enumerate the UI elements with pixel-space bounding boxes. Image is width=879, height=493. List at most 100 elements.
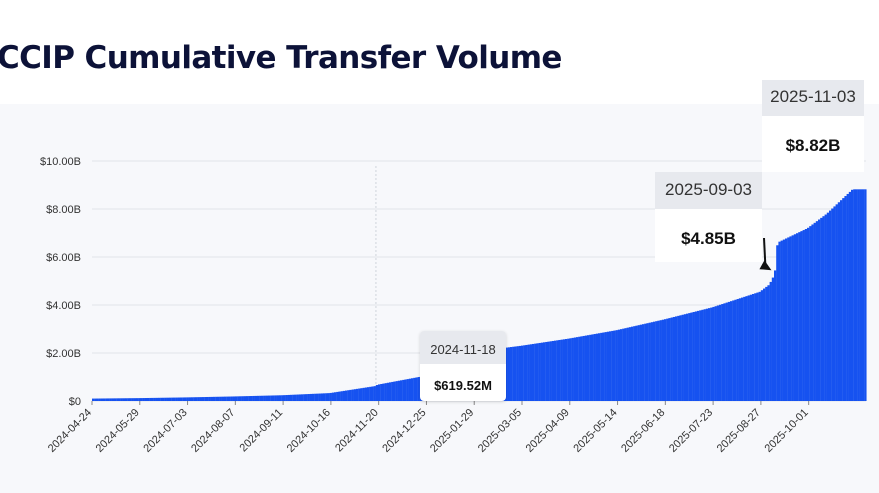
bar	[549, 341, 552, 401]
bar	[100, 398, 104, 401]
bar	[562, 339, 566, 401]
bar	[822, 216, 825, 401]
bar	[138, 398, 141, 401]
bar	[796, 233, 799, 401]
bar	[175, 397, 178, 401]
bar	[107, 398, 110, 401]
bar	[356, 388, 359, 401]
tooltip-2025-09-03: 2025-09-03 $4.85B	[655, 172, 762, 262]
bar	[334, 392, 337, 401]
bar	[602, 332, 605, 401]
bar	[721, 304, 724, 401]
bar	[155, 397, 159, 401]
bar	[725, 302, 728, 401]
bar	[283, 395, 286, 401]
bar	[540, 342, 544, 401]
page-title: CCIP Cumulative Transfer Volume	[0, 40, 562, 76]
bar	[316, 393, 319, 401]
bar	[248, 396, 251, 401]
bar	[151, 397, 154, 401]
bar	[688, 313, 691, 401]
bar	[573, 337, 577, 401]
bar	[505, 347, 508, 401]
bar	[290, 394, 293, 401]
bar	[510, 347, 513, 401]
bar	[670, 317, 673, 401]
bar	[263, 395, 266, 401]
bar	[859, 189, 863, 401]
bar	[846, 193, 849, 401]
bar	[587, 335, 590, 401]
bar	[512, 346, 515, 401]
bar	[413, 377, 416, 401]
bar	[336, 391, 339, 401]
bar	[274, 395, 277, 401]
bar	[371, 386, 374, 401]
bar	[556, 340, 559, 401]
bar	[798, 232, 801, 401]
bar	[631, 326, 634, 401]
bar	[622, 328, 625, 401]
bar	[164, 397, 167, 401]
bar	[543, 342, 546, 401]
bar	[525, 344, 528, 401]
bar	[226, 396, 229, 401]
bar	[318, 393, 321, 401]
y-tick-label: $2.00B	[46, 348, 81, 360]
x-tick-label: 2024-12-25	[380, 407, 428, 455]
tooltip-date: 2024-11-18	[420, 331, 506, 364]
bar	[507, 347, 511, 401]
bar	[807, 227, 810, 401]
bar	[862, 189, 865, 401]
bar	[153, 397, 156, 401]
bar	[298, 394, 302, 401]
bar	[331, 392, 335, 401]
bar	[593, 334, 596, 401]
bar	[604, 332, 607, 401]
bar	[136, 398, 139, 401]
bar	[699, 310, 702, 401]
bar	[197, 397, 200, 401]
bar	[738, 298, 742, 401]
bar	[719, 304, 722, 401]
bar	[776, 245, 779, 401]
bar	[206, 396, 209, 401]
bar	[149, 397, 152, 401]
bar	[785, 238, 788, 401]
bar	[415, 377, 418, 401]
bar	[191, 397, 194, 401]
bar	[582, 335, 585, 401]
tooltip-value: $4.85B	[681, 229, 736, 248]
bar	[345, 390, 348, 401]
bar	[598, 333, 601, 401]
bar	[177, 397, 181, 401]
bar	[292, 394, 295, 401]
bar	[369, 386, 372, 401]
bar	[576, 337, 579, 401]
bar	[523, 345, 526, 401]
bar	[221, 396, 225, 401]
bar	[232, 396, 236, 401]
bar	[340, 391, 343, 401]
bar	[239, 396, 242, 401]
bar	[338, 391, 341, 401]
bar	[857, 189, 860, 401]
bar	[94, 398, 97, 401]
bar	[584, 335, 588, 401]
x-tick-label: 2025-06-18	[619, 407, 667, 455]
bar	[842, 198, 845, 401]
bar	[184, 397, 187, 401]
bar	[855, 189, 858, 401]
bar	[639, 324, 643, 401]
bar	[749, 294, 753, 401]
bar	[364, 387, 368, 401]
bar	[802, 230, 805, 401]
bar	[312, 393, 315, 401]
bar	[650, 322, 654, 401]
bar	[199, 397, 203, 401]
bar	[158, 397, 161, 401]
bar	[547, 341, 550, 401]
bar	[367, 387, 370, 401]
bar	[228, 396, 231, 401]
bar	[532, 343, 535, 401]
